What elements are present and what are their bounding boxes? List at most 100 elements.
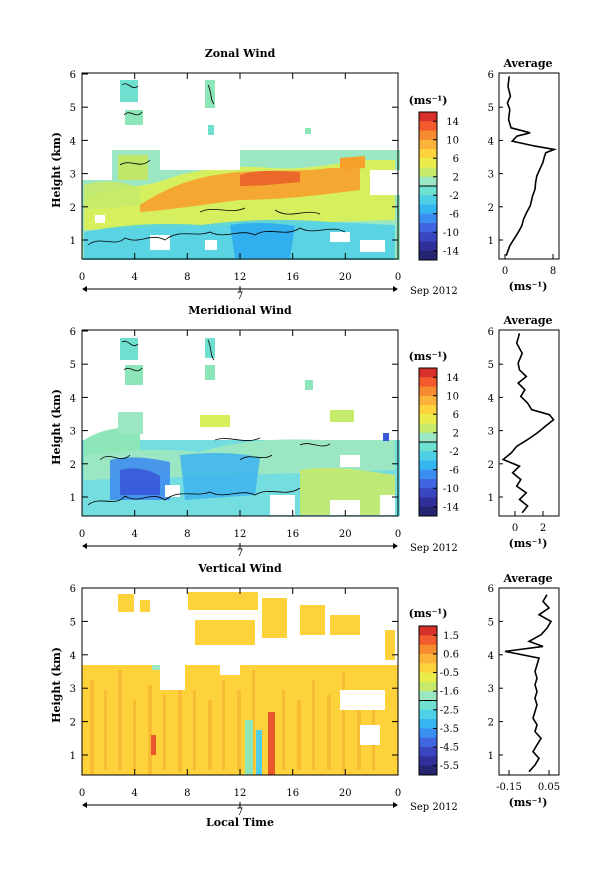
- svg-text:6: 6: [488, 327, 494, 338]
- svg-text:4: 4: [70, 393, 76, 404]
- profile-x-labels: -0.15 0.05: [496, 782, 560, 793]
- field-band: [300, 467, 395, 515]
- colorbar-tick-label: -2: [449, 191, 459, 202]
- colorbar-tick-label: 14: [446, 117, 459, 128]
- field-band: [330, 408, 354, 422]
- svg-text:5: 5: [488, 360, 494, 371]
- colorbar-tick-label: 2: [453, 172, 459, 183]
- svg-text:16: 16: [286, 529, 299, 540]
- svg-text:3: 3: [488, 684, 494, 695]
- x-ticks: [81, 73, 399, 259]
- svg-text:20: 20: [339, 788, 352, 799]
- colorbar-swatch: [419, 432, 437, 443]
- y-ticks: [82, 73, 398, 241]
- y-axis-label: Height (km): [50, 647, 63, 723]
- colorbar: (ms⁻¹) 14 10 6 2 -2 -6 -10 -14: [409, 350, 459, 517]
- y-axis-label: Height (km): [50, 132, 63, 208]
- colorbar-swatch: [419, 691, 437, 701]
- colorbar-swatch: [419, 204, 437, 215]
- svg-text:1: 1: [488, 236, 494, 247]
- colorbar-tick-label: 1.5: [443, 631, 459, 642]
- upper-patches: [118, 338, 389, 441]
- colorbar-swatch: [419, 176, 437, 187]
- colorbar-unit: (ms⁻¹): [409, 94, 448, 107]
- field-band: [230, 222, 295, 258]
- contour-line: [87, 487, 301, 506]
- svg-text:8: 8: [550, 266, 556, 277]
- zonal-wind-panel: Zonal Wind: [50, 47, 560, 302]
- colorbar-tick-label: -4.5: [440, 743, 459, 754]
- y-tick-labels: 1 2 3 4 5 6: [70, 584, 76, 762]
- profile-frame: [498, 587, 560, 776]
- colorbar-swatch: [419, 497, 437, 508]
- colorbar-unit: (ms⁻¹): [409, 350, 448, 363]
- colorbar-swatch: [419, 213, 437, 224]
- svg-text:4: 4: [132, 529, 138, 540]
- svg-text:4: 4: [70, 651, 76, 662]
- colorbar-swatch: [419, 451, 437, 461]
- colorbar-swatch: [419, 395, 437, 406]
- field-band: [140, 168, 360, 212]
- profile-y-labels: 1 2 3 4 5 6: [488, 327, 494, 504]
- svg-text:0: 0: [79, 788, 85, 799]
- svg-text:12: 12: [234, 529, 247, 540]
- field-band: [84, 181, 140, 210]
- colorbar-swatch: [419, 195, 437, 205]
- contour-line: [99, 437, 331, 461]
- colorbar-swatch: [419, 368, 437, 378]
- svg-text:4: 4: [70, 136, 76, 147]
- colorbar-swatch: [419, 737, 437, 748]
- svg-text:0: 0: [395, 272, 401, 283]
- date-axis: 7 Sep 2012: [82, 543, 458, 559]
- colorbar-tick-label: -2: [449, 447, 459, 458]
- profile-title: Average: [502, 572, 552, 585]
- colorbar-tick-label: 6: [453, 410, 459, 421]
- colorbar-swatch: [419, 423, 437, 434]
- colorbar-tick-label: 0.6: [443, 649, 459, 660]
- colorbar-swatch: [419, 167, 437, 178]
- date-label: 7: [237, 807, 243, 818]
- colorbar-swatch: [419, 663, 437, 674]
- field-streak: [151, 735, 156, 755]
- svg-text:0: 0: [512, 523, 518, 534]
- profile-y-labels: 1 2 3 4 5 6: [488, 584, 494, 762]
- average-profile: Average 1 2 3 4 5 6 0 2 (ms⁻¹): [488, 314, 560, 550]
- colorbar-swatch: [419, 414, 437, 424]
- colorbar-swatch: [419, 488, 437, 498]
- svg-text:2: 2: [488, 203, 494, 214]
- month-label: Sep 2012: [410, 286, 458, 297]
- colorbar: (ms⁻¹) 1.5 0.6 -0.5 -1.6 -2.5 -3.5 -4.5 -5.5: [409, 607, 459, 776]
- field-streak: [245, 720, 253, 775]
- svg-text:2: 2: [70, 460, 76, 471]
- colorbar-swatch: [419, 644, 437, 655]
- field-band: [180, 453, 260, 500]
- colorbar-tick-label: -10: [443, 228, 459, 239]
- colorbar-swatch: [419, 681, 437, 692]
- svg-text:4: 4: [488, 393, 494, 404]
- meridional-wind-field: [82, 330, 400, 516]
- svg-text:1: 1: [70, 493, 76, 504]
- svg-text:0: 0: [79, 529, 85, 540]
- svg-text:5: 5: [488, 103, 494, 114]
- svg-text:5: 5: [70, 103, 76, 114]
- profile-frame: [498, 72, 560, 260]
- svg-text:6: 6: [70, 327, 76, 338]
- svg-text:8: 8: [184, 788, 190, 799]
- x-ticks: [81, 330, 399, 516]
- colorbar-swatch: [419, 186, 437, 196]
- colorbar-tick-label: -6: [449, 465, 459, 476]
- field-streak: [268, 712, 275, 775]
- x-tick-labels: 0 4 8 12 16 20 0: [79, 272, 401, 283]
- svg-text:3: 3: [70, 427, 76, 438]
- svg-text:2: 2: [488, 460, 494, 471]
- profile-x-labels: 0 8: [502, 266, 556, 277]
- zonal-wind-field: [82, 70, 400, 260]
- average-profile: Average 1 2 3 4 5 6 0 8 (ms⁻¹): [488, 57, 560, 293]
- panel-title: Meridional Wind: [188, 304, 292, 317]
- colorbar-swatch: [419, 506, 437, 517]
- colorbar-tick-label: -10: [443, 484, 459, 495]
- colorbar-tick-label: -1.6: [440, 687, 459, 698]
- colorbar-swatch: [419, 626, 437, 636]
- profile-x-label: (ms⁻¹): [509, 537, 548, 550]
- colorbar-swatch: [419, 241, 437, 252]
